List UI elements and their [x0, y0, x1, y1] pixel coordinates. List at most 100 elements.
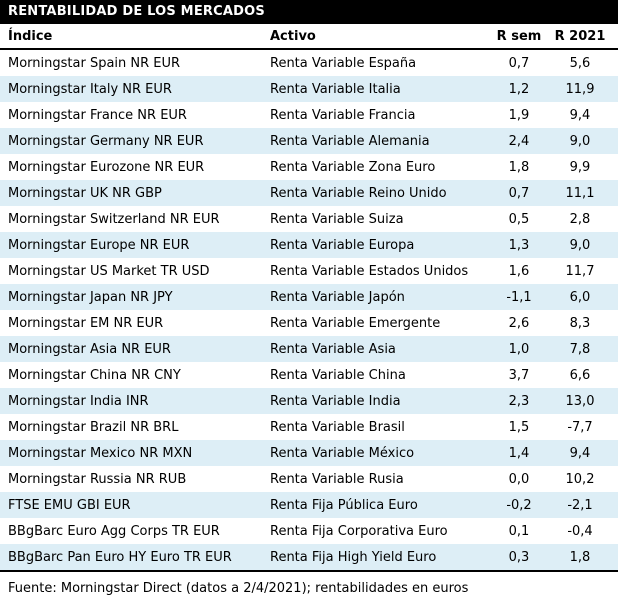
cell-r-sem: 1,0 — [508, 341, 530, 357]
table-row: Morningstar Japan NR JPY Renta Variable J… — [0, 284, 618, 310]
cell-r-2021: 6,6 — [569, 367, 591, 383]
cell-spacer — [608, 414, 618, 440]
cell-spacer — [608, 102, 618, 128]
column-header-indice: Índice — [0, 24, 262, 50]
table-row: Morningstar Italy NR EUR Renta Variable I… — [0, 76, 618, 102]
cell-activo: Renta Variable Reino Unido — [270, 185, 447, 201]
source-footnote: Fuente: Morningstar Direct (datos a 2/4/… — [8, 581, 469, 596]
cell-activo: Renta Variable Japón — [270, 289, 405, 305]
table-bottom-rule — [0, 570, 618, 572]
column-header-spacer — [608, 24, 618, 50]
cell-activo: Renta Variable España — [270, 55, 417, 71]
cell-r-2021: 9,4 — [569, 445, 591, 461]
cell-activo: Renta Variable Italia — [270, 81, 401, 97]
cell-indice: Morningstar India INR — [8, 393, 149, 409]
cell-spacer — [608, 492, 618, 518]
cell-indice: Morningstar China NR CNY — [8, 367, 181, 383]
cell-indice: Morningstar EM NR EUR — [8, 315, 164, 331]
table-row: Morningstar Brazil NR BRL Renta Variable … — [0, 414, 618, 440]
cell-r-sem: 2,6 — [508, 315, 530, 331]
cell-spacer — [608, 388, 618, 414]
table-row: BBgBarc Pan Euro HY Euro TR EUR Renta Fij… — [0, 544, 618, 570]
cell-r-sem: 1,2 — [508, 81, 530, 97]
header-row: Índice Activo R sem R 2021 — [0, 24, 618, 50]
cell-r-sem: -0,2 — [506, 497, 532, 513]
cell-activo: Renta Fija High Yield Euro — [270, 549, 437, 565]
cell-r-sem: 0,7 — [508, 185, 530, 201]
cell-r-sem: 1,4 — [508, 445, 530, 461]
cell-r-sem: 2,4 — [508, 133, 530, 149]
column-header-r-sem: R sem — [486, 24, 552, 50]
table-row: Morningstar Asia NR EUR Renta Variable As… — [0, 336, 618, 362]
table-row: Morningstar Mexico NR MXN Renta Variable … — [0, 440, 618, 466]
cell-r-2021: 5,6 — [569, 55, 591, 71]
cell-indice: Morningstar Brazil NR BRL — [8, 419, 179, 435]
cell-r-2021: 9,4 — [569, 107, 591, 123]
cell-r-sem: 0,5 — [508, 211, 530, 227]
cell-indice: Morningstar Japan NR JPY — [8, 289, 173, 305]
cell-r-2021: 11,9 — [565, 81, 595, 97]
cell-r-sem: 1,9 — [508, 107, 530, 123]
column-header-r-2021: R 2021 — [552, 24, 608, 50]
cell-r-sem: 0,0 — [508, 471, 530, 487]
cell-r-2021: 9,9 — [569, 159, 591, 175]
cell-r-2021: 1,8 — [569, 549, 591, 565]
table-row: FTSE EMU GBI EUR Renta Fija Pública Euro -… — [0, 492, 618, 518]
table-row: Morningstar Switzerland NR EUR Renta Vari… — [0, 206, 618, 232]
cell-spacer — [608, 544, 618, 570]
cell-r-sem: 3,7 — [508, 367, 530, 383]
cell-activo: Renta Variable India — [270, 393, 401, 409]
cell-r-2021: -2,1 — [567, 497, 593, 513]
table-row: Morningstar China NR CNY Renta Variable C… — [0, 362, 618, 388]
cell-r-2021: 9,0 — [569, 133, 591, 149]
cell-activo: Renta Variable Rusia — [270, 471, 404, 487]
cell-indice: Morningstar Europe NR EUR — [8, 237, 190, 253]
cell-activo: Renta Variable Asia — [270, 341, 396, 357]
cell-spacer — [608, 518, 618, 544]
cell-r-2021: 10,2 — [565, 471, 595, 487]
table-row: Morningstar France NR EUR Renta Variable … — [0, 102, 618, 128]
cell-r-sem: 1,5 — [508, 419, 530, 435]
cell-activo: Renta Variable China — [270, 367, 406, 383]
cell-spacer — [608, 440, 618, 466]
cell-r-2021: -7,7 — [567, 419, 593, 435]
cell-r-sem: 2,3 — [508, 393, 530, 409]
cell-activo: Renta Variable Zona Euro — [270, 159, 436, 175]
table-row: Morningstar Germany NR EUR Renta Variable… — [0, 128, 618, 154]
table-row: BBgBarc Euro Agg Corps TR EUR Renta Fija … — [0, 518, 618, 544]
cell-r-2021: 11,1 — [565, 185, 595, 201]
cell-spacer — [608, 310, 618, 336]
returns-table: Índice Activo R sem R 2021 Morningstar S… — [0, 24, 618, 570]
cell-indice: BBgBarc Euro Agg Corps TR EUR — [8, 523, 220, 539]
table-row: Morningstar Russia NR RUB Renta Variable … — [0, 466, 618, 492]
cell-r-2021: 11,7 — [565, 263, 595, 279]
cell-activo: Renta Fija Corporativa Euro — [270, 523, 448, 539]
cell-spacer — [608, 180, 618, 206]
cell-indice: Morningstar France NR EUR — [8, 107, 187, 123]
page-title: RENTABILIDAD DE LOS MERCADOS — [8, 4, 265, 19]
cell-spacer — [608, 49, 618, 76]
cell-spacer — [608, 284, 618, 310]
cell-indice: Morningstar Mexico NR MXN — [8, 445, 193, 461]
cell-r-2021: 7,8 — [569, 341, 591, 357]
cell-indice: Morningstar US Market TR USD — [8, 263, 210, 279]
cell-spacer — [608, 258, 618, 284]
cell-indice: BBgBarc Pan Euro HY Euro TR EUR — [8, 549, 232, 565]
cell-spacer — [608, 336, 618, 362]
cell-activo: Renta Variable Suiza — [270, 211, 404, 227]
cell-r-sem: 1,3 — [508, 237, 530, 253]
table-row: Morningstar India INR Renta Variable Indi… — [0, 388, 618, 414]
cell-indice: Morningstar Spain NR EUR — [8, 55, 181, 71]
cell-r-2021: 8,3 — [569, 315, 591, 331]
cell-r-sem: 0,1 — [508, 523, 530, 539]
cell-indice: Morningstar Italy NR EUR — [8, 81, 172, 97]
cell-indice: Morningstar Eurozone NR EUR — [8, 159, 205, 175]
cell-r-2021: 6,0 — [569, 289, 591, 305]
cell-activo: Renta Variable Estados Unidos — [270, 263, 469, 279]
cell-activo: Renta Variable México — [270, 445, 415, 461]
cell-r-sem: 1,6 — [508, 263, 530, 279]
cell-r-2021: 9,0 — [569, 237, 591, 253]
cell-spacer — [608, 76, 618, 102]
table-row: Morningstar Spain NR EUR Renta Variable E… — [0, 49, 618, 76]
